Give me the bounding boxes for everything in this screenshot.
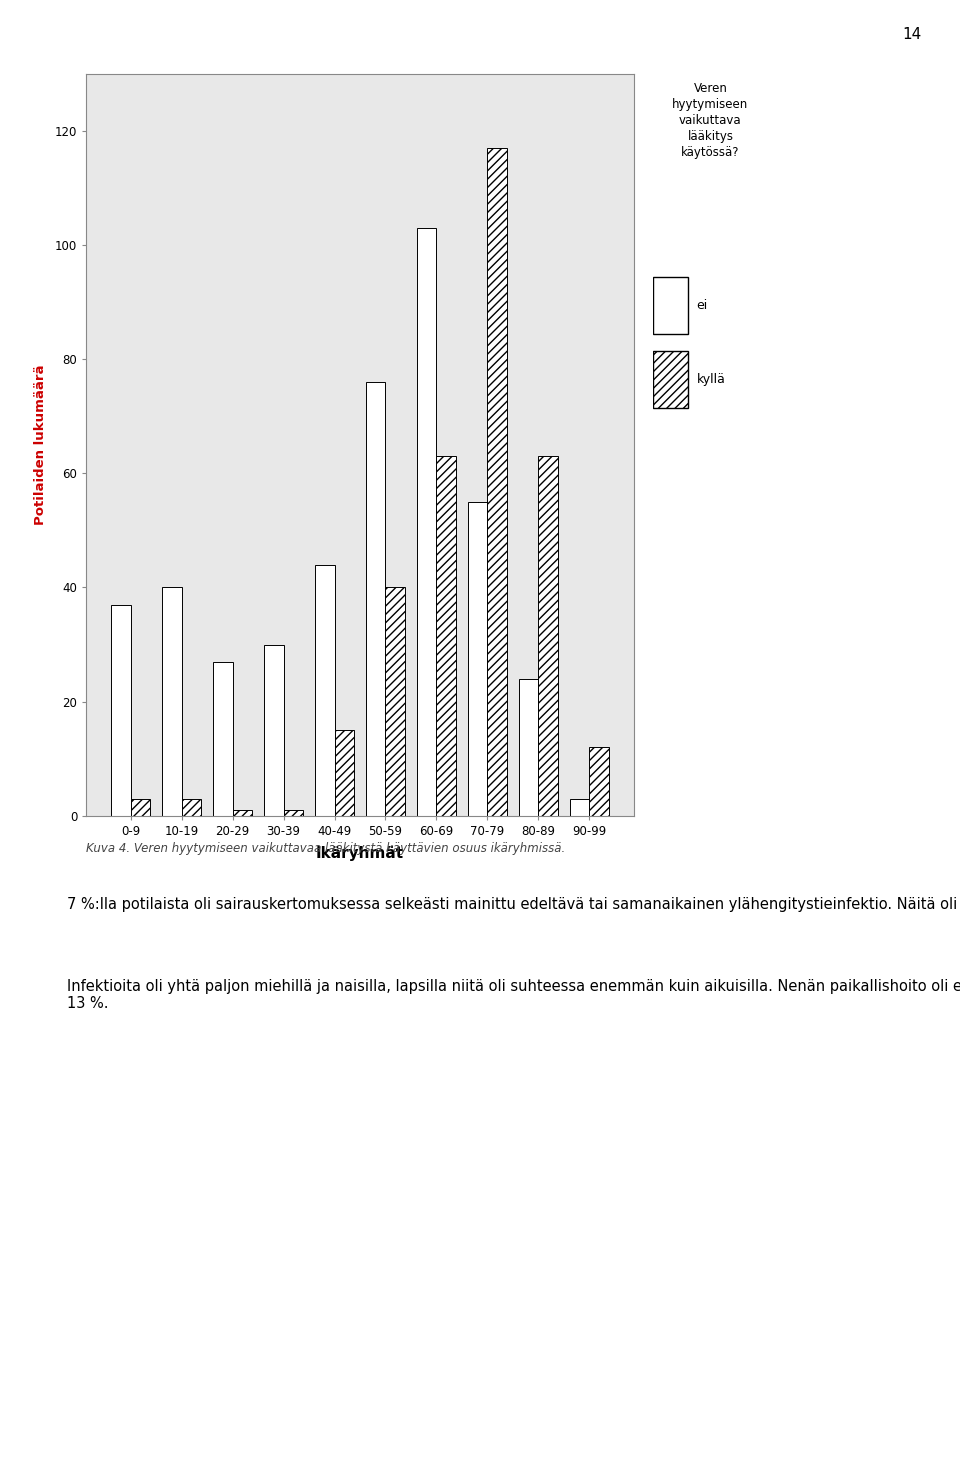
Bar (386, 587, 405, 816)
X-axis label: Ikäryhmät: Ikäryhmät (316, 845, 404, 862)
Bar (264, 645, 283, 816)
Bar (366, 383, 386, 816)
Bar (162, 587, 181, 816)
Bar (417, 228, 437, 816)
Bar (111, 605, 131, 816)
Text: Infektioita oli yhtä paljon miehillä ja naisilla, lapsilla niitä oli suhteessa e: Infektioita oli yhtä paljon miehillä ja … (67, 979, 960, 1011)
Text: ei: ei (697, 300, 708, 311)
Text: Veren
hyytymiseen
vaikuttava
lääkitys
käytössä?: Veren hyytymiseen vaikuttava lääkitys kä… (672, 82, 749, 159)
Bar (468, 501, 488, 816)
Bar (653, 277, 687, 334)
Text: kyllä: kyllä (697, 374, 726, 386)
Bar (213, 661, 232, 816)
Bar (570, 798, 589, 816)
Bar (589, 747, 609, 816)
Bar (488, 148, 507, 816)
Text: Kuva 4. Veren hyytymiseen vaikuttavaa lääkitystä käyttävien osuus ikäryhmissä.: Kuva 4. Veren hyytymiseen vaikuttavaa lä… (86, 842, 565, 856)
Bar (181, 798, 201, 816)
Bar (283, 810, 303, 816)
Bar (437, 457, 456, 816)
Text: 7 %:lla potilaista oli sairauskertomuksessa selkeästi mainittu edeltävä tai sama: 7 %:lla potilaista oli sairauskertomukse… (67, 897, 960, 912)
Bar (519, 679, 539, 816)
Bar (131, 798, 150, 816)
Bar (334, 730, 354, 816)
Text: 14: 14 (902, 27, 922, 42)
Bar (539, 457, 558, 816)
Bar (653, 351, 687, 408)
Y-axis label: Potilaiden lukumäärä: Potilaiden lukumäärä (34, 365, 47, 525)
Bar (315, 565, 334, 816)
Bar (232, 810, 252, 816)
